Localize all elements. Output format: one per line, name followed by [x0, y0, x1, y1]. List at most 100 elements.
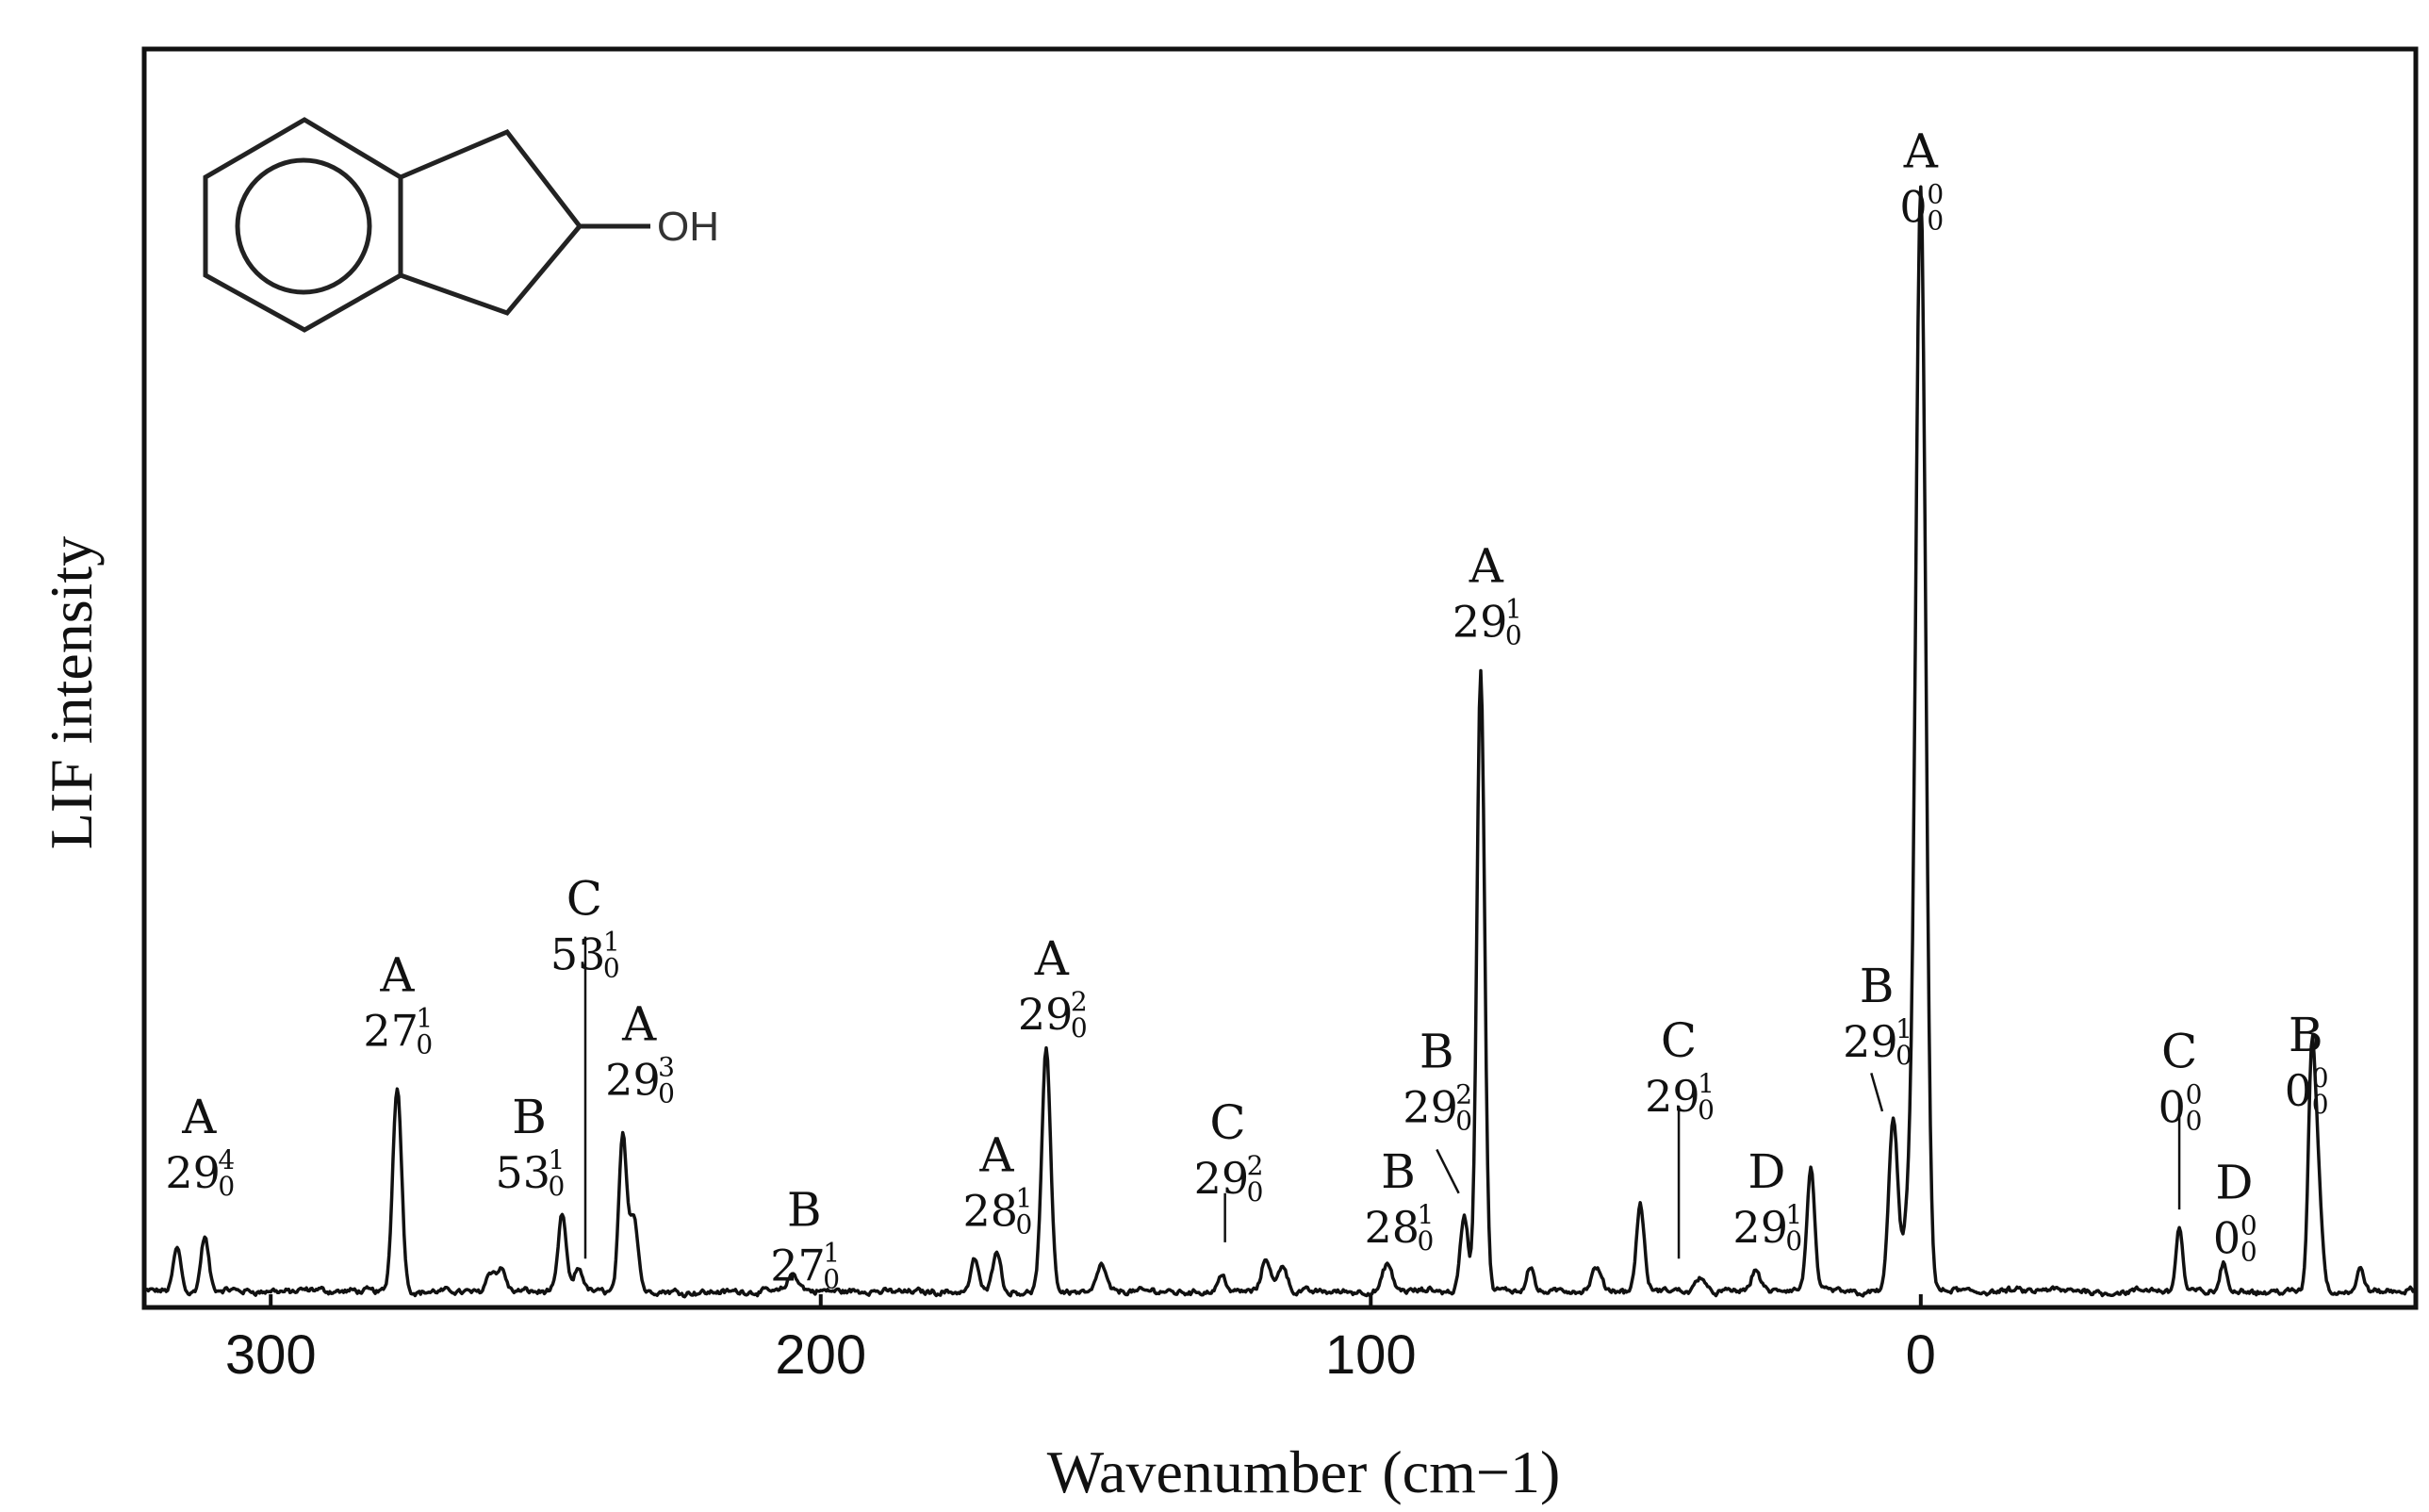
conformer-label: B	[787, 1183, 822, 1238]
cyclopentane-ring	[400, 128, 583, 316]
conformer-label: B	[1420, 1025, 1454, 1079]
mode-number: 28	[1364, 1202, 1420, 1253]
conformer-label: B	[1381, 1144, 1416, 1199]
conformer-label: A	[379, 948, 415, 1003]
mode-subscript: 0	[1071, 1012, 1088, 1044]
mode-superscript: 2	[1071, 986, 1088, 1017]
peak-annotation: C0 00	[2158, 1025, 2203, 1137]
annotation-leader-line	[1436, 1148, 1460, 1194]
mode-subscript: 0	[1698, 1094, 1715, 1126]
mode-number: 27	[770, 1241, 826, 1291]
x-axis-label: Wavenumber (cm−1)	[1047, 1438, 1561, 1505]
hydroxyl-label: OH	[657, 204, 719, 250]
mode-number: 27	[363, 1006, 419, 1057]
conformer-label: C	[1209, 1095, 1245, 1150]
x-tick-label: 100	[1325, 1324, 1417, 1386]
y-axis-label: LIF intensity	[38, 536, 105, 849]
mode-superscript: 0	[1927, 178, 1944, 209]
annotation-leader-line	[1870, 1073, 1884, 1112]
mode-number: 29	[1843, 1016, 1898, 1067]
mode-superscript: 1	[1698, 1068, 1715, 1099]
peak-annotations: A2940A2710B5310C5310A2930B2710A2810A2920…	[165, 123, 2328, 1294]
conformer-label: C	[2161, 1025, 2197, 1079]
peak-annotation: B0 00	[2285, 1008, 2329, 1120]
mode-subscript: 0	[1927, 205, 1944, 236]
mode-superscript: 1	[1896, 1013, 1912, 1044]
mode-subscript: 0	[658, 1078, 675, 1109]
spectrum-line	[142, 185, 2418, 1299]
mode-superscript: 1	[416, 1003, 433, 1034]
x-axis-ticks: 300 200 100 0	[225, 1294, 1936, 1386]
conformer-label: A	[621, 997, 657, 1052]
mode-superscript: 1	[548, 1144, 565, 1175]
mode-subscript: 0	[416, 1029, 433, 1060]
molecule-inset	[203, 117, 650, 333]
mode-superscript: 3	[658, 1052, 675, 1083]
mode-subscript: 0	[1455, 1106, 1472, 1137]
plot-frame	[141, 46, 2419, 1310]
mode-subscript: 0	[1505, 619, 1522, 650]
aromatic-circle	[235, 157, 372, 295]
mode-subscript: 0	[2240, 1237, 2257, 1268]
mode-number: 0	[1899, 181, 1927, 232]
mode-number: 0	[2213, 1213, 2240, 1264]
mode-number: 0	[2285, 1065, 2312, 1116]
x-tick-label: 300	[225, 1324, 317, 1386]
mode-subscript: 0	[603, 952, 620, 983]
mode-number: 29	[165, 1147, 221, 1198]
mode-superscript: 1	[1015, 1183, 1032, 1214]
leader-lines	[583, 936, 2181, 1259]
mode-superscript: 1	[1417, 1199, 1434, 1230]
mode-subscript: 0	[2312, 1089, 2329, 1120]
mode-subscript: 0	[218, 1171, 235, 1202]
mode-subscript: 0	[1417, 1225, 1434, 1257]
mode-number: 0	[2158, 1082, 2186, 1133]
conformer-label: A	[978, 1128, 1014, 1183]
mode-subscript: 0	[823, 1264, 840, 1295]
conformer-label: C	[566, 871, 602, 926]
mode-number: 29	[1452, 596, 1508, 647]
conformer-label: A	[1034, 931, 1070, 986]
x-tick-label: 0	[1906, 1324, 1936, 1386]
peak-annotation: A0 00	[1899, 123, 1944, 236]
mode-superscript: 2	[1455, 1079, 1472, 1110]
mode-number: 29	[1194, 1153, 1250, 1204]
mode-number: 29	[1018, 989, 1074, 1040]
mode-superscript: 1	[823, 1238, 840, 1269]
peak-annotation: D0 00	[2213, 1156, 2257, 1268]
conformer-label: D	[1748, 1144, 1785, 1199]
conformer-label: D	[2215, 1156, 2253, 1210]
mode-subscript: 0	[1015, 1209, 1032, 1241]
mode-number: 29	[1403, 1082, 1458, 1133]
mode-number: 29	[1732, 1202, 1788, 1253]
mode-number: 53	[550, 929, 606, 979]
mode-number: 53	[495, 1147, 550, 1198]
mode-superscript: 1	[1505, 593, 1522, 624]
conformer-label: A	[1903, 123, 1939, 178]
mode-number: 28	[962, 1186, 1018, 1237]
mode-subscript: 0	[548, 1171, 565, 1202]
mode-subscript: 0	[2186, 1106, 2203, 1137]
mode-superscript: 0	[2312, 1062, 2329, 1093]
mode-number: 29	[1645, 1071, 1700, 1122]
conformer-label: A	[181, 1090, 217, 1144]
mode-number: 29	[605, 1055, 661, 1106]
mode-superscript: 0	[2186, 1079, 2203, 1110]
x-tick-label: 200	[775, 1324, 866, 1386]
conformer-label: B	[512, 1090, 547, 1144]
mode-subscript: 0	[1896, 1040, 1912, 1071]
mode-superscript: 1	[603, 926, 620, 957]
